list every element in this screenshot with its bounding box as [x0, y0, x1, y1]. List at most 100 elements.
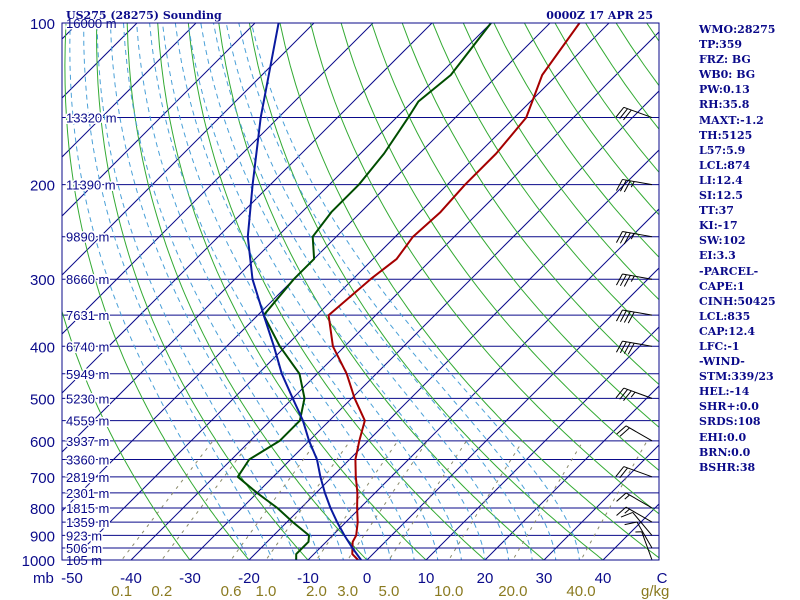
wind-barb-staff — [623, 106, 653, 119]
wind-barb-flag — [619, 179, 627, 192]
isotherm-line — [62, 23, 256, 217]
isotherm-line — [62, 23, 197, 158]
temperature-tick-label: C — [657, 570, 668, 587]
wind-barb-staff — [622, 309, 653, 316]
moist-adiabat-line — [174, 23, 439, 560]
wind-barbs — [615, 106, 653, 561]
dry-adiabat-line — [401, 23, 659, 386]
index-line: TT:37 — [699, 204, 734, 218]
index-line: FRZ: BG — [699, 53, 751, 67]
dry-adiabat-line — [462, 23, 659, 301]
parcel-trace — [246, 23, 362, 560]
moist-adiabat-line — [96, 23, 297, 560]
isotherm-line — [425, 326, 659, 560]
valid-time: 0000Z 17 APR 25 — [546, 9, 653, 22]
pressure-tick-label: 100 — [30, 16, 55, 33]
pressure-unit-label: mb — [33, 570, 54, 587]
pressure-tick-label: 200 — [30, 178, 55, 195]
height-label: 5949 m — [66, 367, 109, 382]
moist-adiabat-line — [187, 23, 462, 560]
wind-barb-flag — [616, 425, 627, 435]
pressure-tick-label: 300 — [30, 272, 55, 289]
wind-barb-staff — [625, 492, 653, 509]
wind-barb-staff — [625, 506, 653, 523]
wind-barb-flag — [615, 231, 623, 243]
index-line: KI:-17 — [699, 219, 738, 233]
wind-barb-flag — [623, 275, 631, 287]
wind-barb-staff — [623, 387, 653, 399]
wind-barb-flag — [619, 274, 627, 287]
mixing-ratio-label: 0.2 — [151, 583, 172, 600]
moist-adiabat-line — [225, 23, 533, 560]
mixing-ratio-line — [580, 440, 648, 560]
dry-adiabat-line — [493, 23, 659, 258]
dewpoint-trace — [236, 23, 492, 560]
wind-barb — [615, 178, 653, 193]
wind-barb — [615, 273, 653, 287]
wind-barb-half — [624, 494, 630, 500]
wind-barb — [615, 309, 653, 324]
index-line: LCL:835 — [699, 309, 751, 323]
wind-barb-staff — [622, 230, 653, 238]
isotherm-line — [62, 23, 492, 453]
wind-barb-flag — [616, 492, 627, 502]
index-line: BRN:0.0 — [699, 445, 751, 459]
index-line: -WIND- — [699, 355, 745, 369]
height-label: 11390 m — [66, 178, 116, 193]
wind-barb-flag — [627, 311, 635, 324]
plot-frame — [61, 22, 660, 561]
index-line: EHI:0.0 — [699, 430, 747, 444]
dry-adiabat-line — [126, 23, 368, 560]
index-line: WMO:28275 — [699, 23, 776, 36]
wind-barb-half — [630, 181, 635, 188]
temperature-tick-label: -50 — [61, 570, 83, 587]
temperature-tick-label: 40 — [595, 570, 612, 587]
index-line: LFC:-1 — [699, 339, 740, 353]
wind-barb-flag — [623, 180, 631, 193]
mixing-ratio-line — [388, 440, 467, 560]
wind-barb-staff — [622, 273, 653, 280]
wind-barb-half — [630, 233, 635, 240]
wind-barb — [615, 466, 653, 479]
temperature-tick-label: 20 — [477, 570, 494, 587]
wind-barb-flag — [619, 467, 628, 479]
mixing-ratio-label: 0.1 — [111, 583, 132, 600]
isotherm-line — [62, 23, 551, 512]
isotherm-line — [248, 149, 659, 560]
wind-barb-flag — [619, 310, 627, 323]
mixing-ratio-label: 20.0 — [498, 583, 527, 600]
mixing-ratio-line — [161, 440, 252, 560]
height-label: 3937 m — [66, 434, 109, 449]
height-label: 5230 m — [66, 391, 109, 406]
isotherm-line — [62, 23, 374, 335]
index-line: SRDS:108 — [699, 415, 761, 429]
wind-barb-flag — [624, 521, 638, 526]
dry-adiabat-line — [157, 23, 427, 560]
mixing-ratio-line — [512, 440, 584, 560]
wind-barb-flag — [615, 273, 623, 286]
wind-barb-staff — [632, 512, 653, 536]
index-line: EI:3.3 — [699, 249, 736, 263]
dry-adiabat-line — [432, 23, 659, 343]
pressure-tick-label: 600 — [30, 434, 55, 451]
height-label: 8660 m — [66, 272, 109, 287]
mixing-ratio-label: 1.0 — [256, 583, 277, 600]
index-line: CAPE:1 — [699, 279, 745, 293]
pressure-tick-label: 500 — [30, 391, 55, 408]
index-line: BSHR:38 — [699, 460, 756, 474]
wind-barb-half — [630, 275, 635, 282]
mixing-ratio-label: 0.6 — [221, 583, 242, 600]
wind-barb — [624, 521, 653, 549]
wind-barb — [616, 506, 653, 523]
wind-barb-staff — [625, 425, 653, 442]
mixing-ratio-label: 10.0 — [434, 583, 463, 600]
wind-barb — [620, 511, 653, 536]
dry-adiabat-line — [62, 309, 191, 560]
isotherm-line — [62, 23, 433, 394]
mixing-ratio-label: 40.0 — [566, 583, 595, 600]
index-line: WB0: BG — [699, 68, 756, 82]
wind-barb-staff — [622, 340, 653, 347]
wind-barb-flag — [620, 511, 633, 518]
wind-barb-flag — [623, 390, 632, 402]
wind-barb-flag — [615, 387, 625, 399]
